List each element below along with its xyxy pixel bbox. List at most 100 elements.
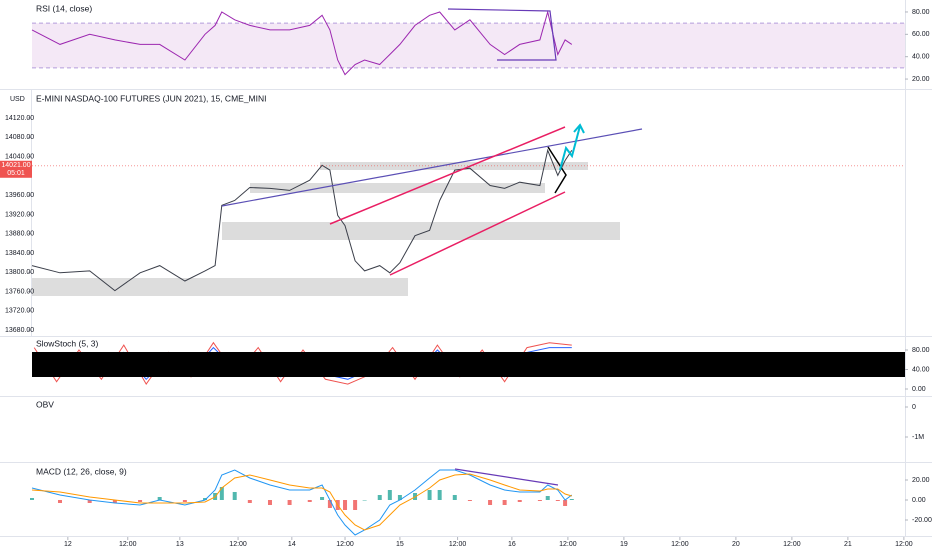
x-tick-label: 14 [288,541,296,548]
y-tick-label: 13800.00 [5,269,34,276]
y-tick-label: 13960.00 [5,192,34,199]
x-tick-label: 12:00 [336,541,354,548]
histogram-bar [343,500,348,510]
arrow-head [573,123,585,134]
series-line [31,469,573,536]
currency-label: USD [10,96,25,103]
zones [32,23,905,296]
pane-frames [0,0,932,537]
x-tick-label: 20 [732,541,740,548]
rsi-divergence [447,8,557,61]
channel-line [389,191,566,276]
pane-title: SlowStoch (5, 3) [36,338,99,348]
histogram-bar [287,500,292,505]
histogram-bar [437,490,442,500]
y-tick-label: 13880.00 [5,231,34,238]
countdown-label: 05:01 [7,170,25,177]
histogram-bar [563,500,568,506]
histogram-bar [488,500,493,505]
x-tick-label: 12:00 [449,541,467,548]
histogram-bar [362,500,367,501]
histogram-bar [247,500,252,503]
series-line [33,341,572,386]
y-tick-label: 13680.00 [5,327,34,334]
y-tick-label: 13840.00 [5,250,34,257]
y-tick-label: 40.00 [912,54,930,61]
histogram-bar [138,500,143,502]
x-tick-label: 13 [176,541,184,548]
histogram-bar [219,487,224,500]
y-tick-label: 80.00 [912,347,930,354]
y-tick-label: 14120.00 [5,115,34,122]
histogram-bar [452,495,457,500]
y-tick-label: 13720.00 [5,308,34,315]
zone [32,278,408,296]
zone [250,183,545,193]
histogram-bar [467,500,472,501]
y-tick-label: 0 [912,404,916,411]
histogram-bar [397,495,402,500]
series-line [31,148,573,292]
histogram-bar [57,500,62,503]
rsi-band [32,23,905,68]
last-price-label: 14021.00 [1,162,30,169]
last-price-box [0,160,32,178]
y-tick-label: 40.00 [912,366,930,373]
zone [320,162,588,170]
y-tick-label: 80.00 [912,9,930,16]
y-tick-label: 14080.00 [5,134,34,141]
x-tick-label: 12:00 [119,541,137,548]
histogram-bar [327,500,332,508]
x-tick-label: 19 [620,541,628,548]
x-tick-label: 12 [64,541,72,548]
plot: RSI (14, close) 80.00 60.00 40.00 20.00 E-MIN… [0,3,932,548]
histogram-bar [112,500,117,503]
y-tick-label: 20.00 [912,76,930,83]
trend-line [221,128,643,207]
histogram-bar [427,490,432,500]
y-tick-label: 20.00 [912,477,930,484]
y-tick-label: 14040.00 [5,153,34,160]
y-tick-label: 60.00 [912,31,930,38]
histogram-bar [30,498,34,500]
y-tick-label: 0.00 [912,386,926,393]
histogram-bar [569,499,574,500]
y-tick-label: 13760.00 [5,288,34,295]
redaction-block [32,352,905,377]
x-tick-label: 12:00 [559,541,577,548]
histogram-bar [537,500,542,501]
x-tick-label: 16 [508,541,516,548]
histogram-bar [320,497,325,500]
histogram-bar [555,500,560,501]
x-tick-label: 21 [844,541,852,548]
channel-line [329,126,566,225]
histogram-bar [87,500,92,503]
histogram-bar [157,497,162,500]
histogram-bar [232,492,237,500]
zone [222,222,620,240]
y-tick-label: 13920.00 [5,211,34,218]
pane-title: MACD (12, 26, close, 9) [36,466,127,476]
y-tick-label: -1M [912,434,924,441]
histogram-bar [377,495,382,500]
series-line [31,10,573,76]
histogram-bar [502,500,507,505]
x-tick-label: 12:00 [671,541,689,548]
triangle [547,146,567,194]
y-tick-label: 0.00 [912,497,926,504]
pane-title: RSI (14, close) [36,3,92,13]
pane-title: E-MINI NASDAQ-100 FUTURES (JUN 2021), 15… [36,93,267,103]
histogram-bar [267,500,272,505]
histogram-bar [307,500,312,502]
histogram-bar [387,490,392,500]
projection-arrow [559,125,581,171]
series-line [31,473,572,531]
histogram-bar [182,500,187,502]
x-tick-label: 12:00 [895,541,913,548]
pane-title: OBV [36,399,54,409]
x-tick-label: 12:00 [229,541,247,548]
x-tick-label: 12:00 [783,541,801,548]
histogram-bar [353,500,358,510]
x-tick-label: 15 [396,541,404,548]
